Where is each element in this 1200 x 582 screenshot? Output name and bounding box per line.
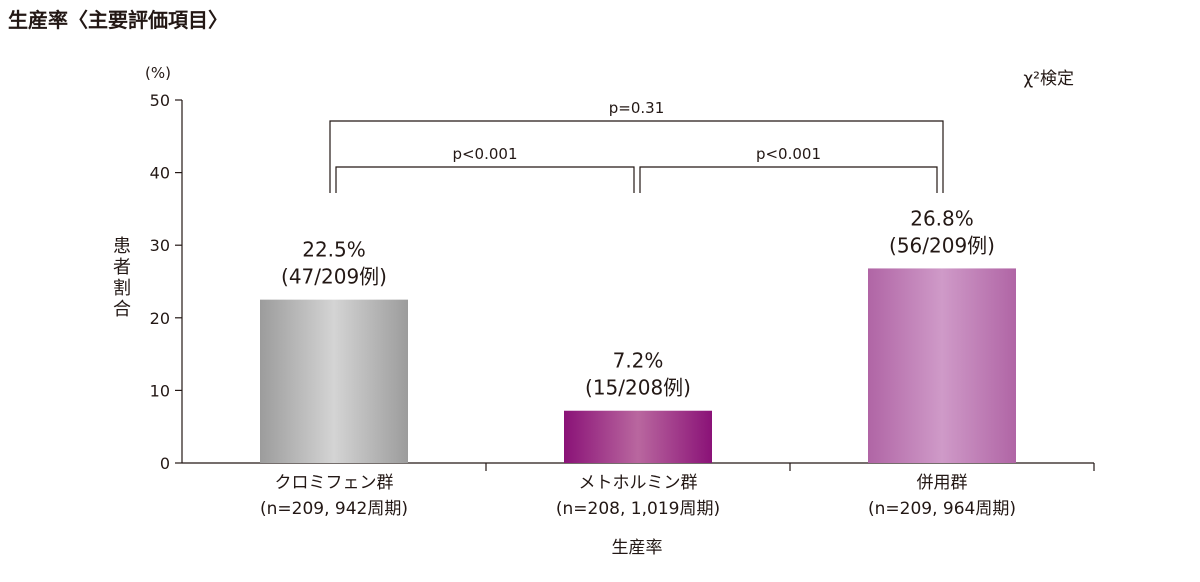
data-label-percent: 7.2% xyxy=(613,349,664,373)
significance-brackets: p<0.001 p<0.001 p=0.31 xyxy=(329,99,944,193)
x-category-label: 併用群 xyxy=(917,473,968,493)
data-label-count: (56/209例) xyxy=(889,233,995,257)
significance-bracket xyxy=(335,166,635,193)
y-tick-label: 40 xyxy=(150,164,170,183)
axes: 0 10 20 30 40 50 クロミフェン群 (n=209, 942周期) メトホルミン群 (… xyxy=(150,91,1095,519)
x-axis-title: 生産率 xyxy=(612,538,663,558)
p-value-label: p=0.31 xyxy=(609,99,665,117)
x-category-label: メトホルミン群 xyxy=(579,473,698,493)
data-labels: 22.5% (47/209例) 7.2% (15/208例) 26.8% (56/209例… xyxy=(281,206,995,399)
y-tick-label: 0 xyxy=(160,454,170,473)
p-value-label: p<0.001 xyxy=(756,145,821,163)
x-category-sublabel: (n=209, 942周期) xyxy=(260,499,408,519)
y-tick-label: 10 xyxy=(150,381,170,400)
x-category-sublabel: (n=209, 964周期) xyxy=(868,499,1016,519)
y-tick-label: 30 xyxy=(150,236,170,255)
bar xyxy=(868,268,1016,463)
y-axis-title-char: 合 xyxy=(113,299,131,320)
p-value-label: p<0.001 xyxy=(452,145,517,163)
significance-bracket xyxy=(639,166,938,193)
x-category-label: クロミフェン群 xyxy=(275,473,394,493)
significance-bracket xyxy=(329,120,944,193)
y-axis-title-char: 割 xyxy=(113,278,131,299)
data-label-count: (15/208例) xyxy=(585,376,691,400)
test-method-label: χ²検定 xyxy=(1023,69,1074,89)
bar xyxy=(260,299,408,463)
y-unit-label: (%) xyxy=(145,64,171,82)
bars xyxy=(260,268,1016,463)
bar xyxy=(564,410,712,463)
y-tick-label: 50 xyxy=(150,91,170,110)
y-axis-title-char: 患 xyxy=(113,236,131,257)
data-label-percent: 26.8% xyxy=(910,206,974,230)
y-tick-label: 20 xyxy=(150,309,170,328)
page-title: 生産率〈主要評価項目〉 xyxy=(8,8,228,32)
x-category-sublabel: (n=208, 1,019周期) xyxy=(556,499,720,519)
data-label-percent: 22.5% xyxy=(302,238,366,262)
y-axis-title-char: 者 xyxy=(113,257,131,278)
data-label-count: (47/209例) xyxy=(281,265,387,289)
